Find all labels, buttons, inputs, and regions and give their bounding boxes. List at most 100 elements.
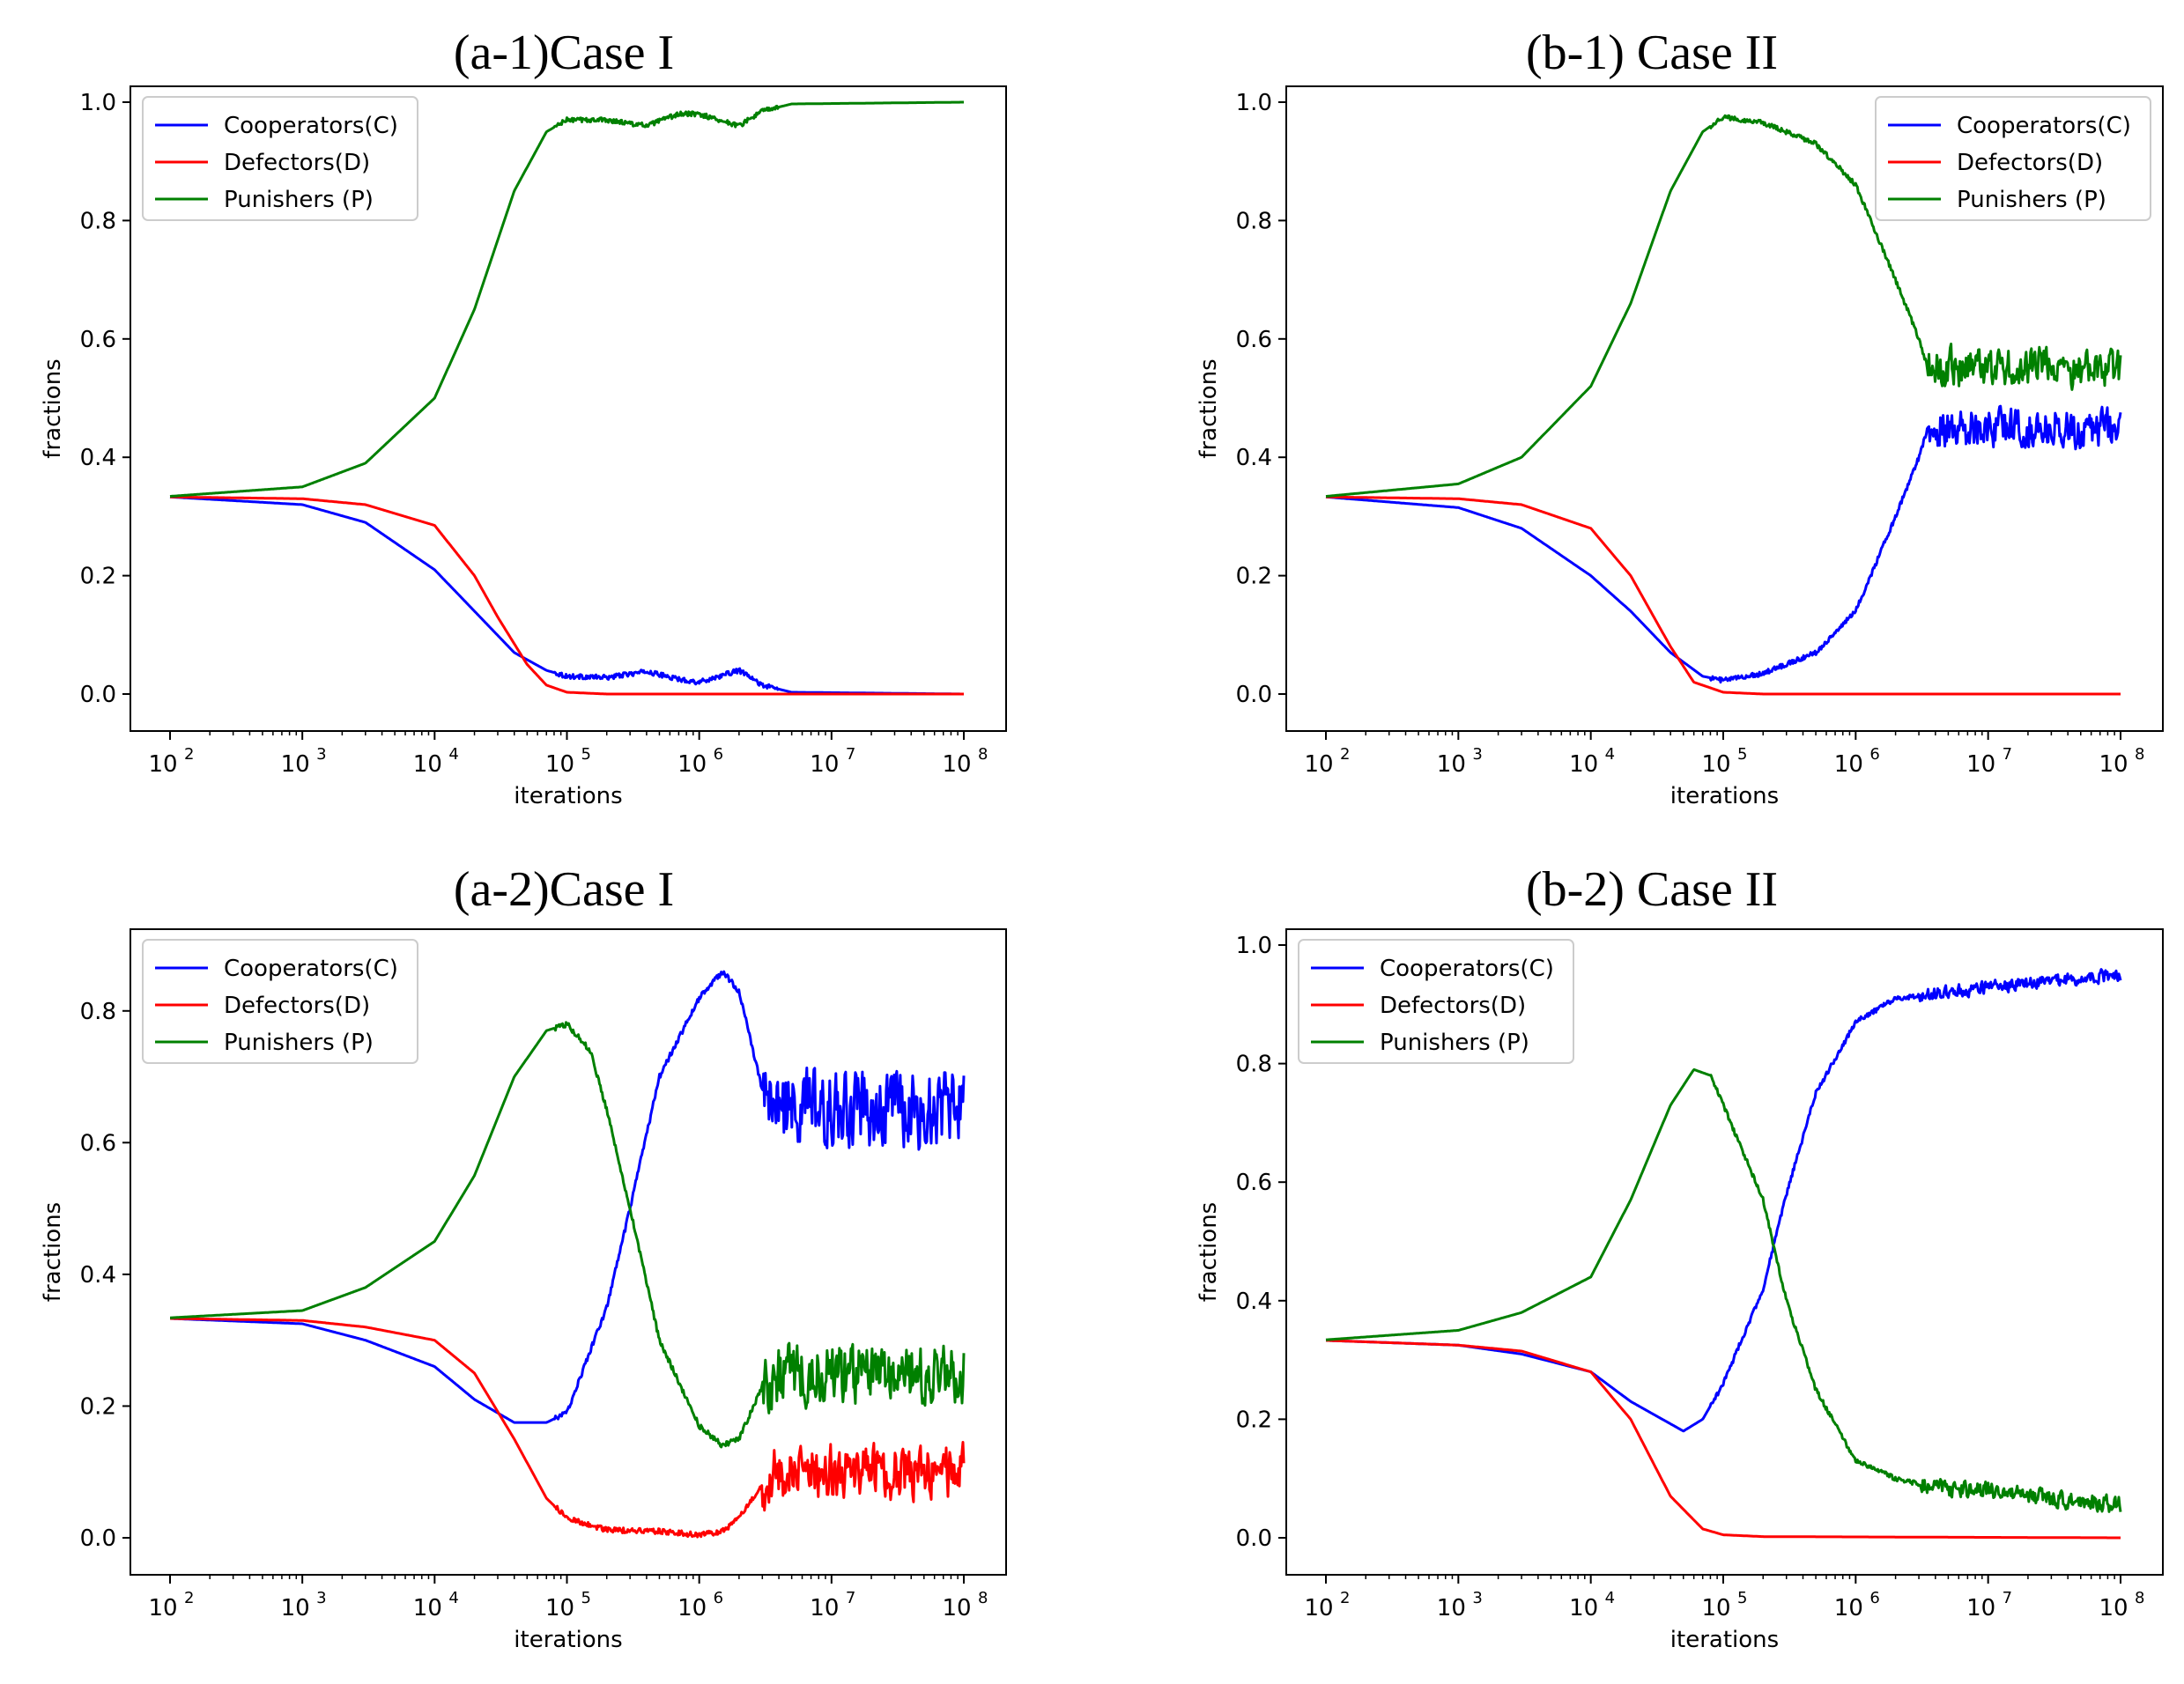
y-axis-label: fractions: [40, 358, 66, 458]
y-tick-label: 0.0: [1236, 682, 1272, 708]
x-tick-exponent: 7: [846, 745, 855, 764]
x-tick-exponent: 2: [184, 745, 194, 764]
x-tick-label: 10: [1834, 751, 1863, 778]
x-tick-exponent: 8: [2135, 745, 2144, 764]
y-tick-label: 0.0: [80, 1525, 116, 1552]
y-tick-label: 0.8: [80, 999, 116, 1025]
x-axis-label: iterations: [514, 783, 622, 809]
x-tick-exponent: 5: [581, 1589, 591, 1607]
y-tick-label: 1.0: [80, 90, 116, 116]
legend-label: Defectors(D): [1957, 150, 2103, 176]
x-tick-label: 10: [2099, 1595, 2128, 1621]
chart-panel-a1: (a-1)Case I 0.0 0.2 0.4 0.6 0.8 1.0 10 2 10 3 10 4 10…: [40, 26, 1007, 809]
plot-frame: [130, 85, 1007, 732]
x-tick-exponent: 3: [1472, 745, 1482, 764]
series-line-punishers: [169, 100, 965, 499]
y-tick-label: 0.6: [80, 1130, 116, 1156]
x-tick-exponent: 4: [448, 745, 458, 764]
y-tick-label: 0.2: [80, 1393, 116, 1420]
series-line-defectors: [169, 1317, 966, 1539]
series-line-punishers: [1325, 1067, 2122, 1513]
y-tick-label: 0.8: [80, 208, 116, 234]
x-tick-label: 10: [810, 1595, 839, 1621]
legend-label: Cooperators(C): [224, 956, 398, 982]
x-tick-exponent: 5: [1737, 1589, 1747, 1607]
x-tick-label: 10: [545, 1595, 574, 1621]
legend: Cooperators(C) Defectors(D) Punishers (P): [1298, 939, 1574, 1064]
y-axis-label: fractions: [40, 1202, 66, 1302]
x-tick-label: 10: [810, 751, 839, 778]
y-tick-label: 0.4: [1236, 1289, 1272, 1315]
chart-title: (b-2) Case II: [1526, 862, 1778, 917]
series-line-cooperators: [169, 495, 965, 696]
plot-frame: [1285, 928, 2164, 1576]
chart-panel-b1: (b-1) Case II 0.0 0.2 0.4 0.6 0.8 1.0 10 2 10 3 10 4…: [1196, 26, 2164, 809]
x-tick-label: 10: [1304, 1595, 1333, 1621]
y-tick-label: 0.8: [1236, 208, 1272, 234]
legend-label: Punishers (P): [1380, 1030, 1529, 1056]
legend-label: Punishers (P): [1957, 187, 2106, 213]
legend: Cooperators(C) Defectors(D) Punishers (P): [142, 939, 418, 1064]
x-tick-exponent: 2: [1340, 745, 1350, 764]
y-tick-label: 1.0: [1236, 933, 1272, 959]
x-tick-label: 10: [1701, 751, 1730, 778]
x-tick-label: 10: [942, 1595, 971, 1621]
x-tick-exponent: 3: [1472, 1589, 1482, 1607]
y-axis-label: fractions: [1196, 1202, 1222, 1302]
y-tick-label: 0.2: [1236, 564, 1272, 590]
y-tick-label: 0.4: [1236, 445, 1272, 471]
legend-label: Punishers (P): [224, 1030, 374, 1056]
x-tick-exponent: 7: [846, 1589, 855, 1607]
legend-label: Cooperators(C): [1957, 113, 2131, 139]
y-tick-label: 0.4: [80, 1262, 116, 1289]
x-tick-exponent: 3: [316, 745, 326, 764]
x-tick-label: 10: [1966, 1595, 1995, 1621]
series-line-defectors: [169, 495, 965, 696]
series-line-punishers: [169, 1021, 966, 1449]
x-tick-exponent: 8: [2135, 1589, 2144, 1607]
x-tick-exponent: 6: [1869, 1589, 1879, 1607]
x-tick-label: 10: [942, 751, 971, 778]
x-tick-label: 10: [2099, 751, 2128, 778]
chart-title: (a-1)Case I: [454, 26, 674, 80]
x-tick-label: 10: [281, 1595, 310, 1621]
legend-label: Defectors(D): [1380, 993, 1526, 1019]
x-tick-exponent: 6: [714, 745, 723, 764]
chart-panel-b2: (b-2) Case II 0.0 0.2 0.4 0.6 0.8 1.0 10 2 10 3 10 4…: [1196, 862, 2164, 1653]
legend-label: Cooperators(C): [224, 113, 398, 139]
x-tick-exponent: 8: [978, 745, 988, 764]
y-tick-label: 0.6: [1236, 327, 1272, 353]
y-tick-label: 0.8: [1236, 1052, 1272, 1078]
x-tick-exponent: 4: [1605, 745, 1615, 764]
y-tick-label: 0.0: [80, 682, 116, 708]
series-line-defectors: [1325, 1339, 2121, 1540]
x-tick-label: 10: [148, 1595, 177, 1621]
chart-panel-a2: (a-2)Case I 0.0 0.2 0.4 0.6 0.8 10 2 10 3 10 4 10 5 10…: [40, 862, 1007, 1653]
legend-label: Cooperators(C): [1380, 956, 1554, 982]
x-tick-exponent: 2: [1340, 1589, 1350, 1607]
x-tick-label: 10: [1701, 1595, 1730, 1621]
x-tick-exponent: 6: [714, 1589, 723, 1607]
x-tick-label: 10: [413, 751, 442, 778]
legend-frame: [1875, 96, 2151, 221]
x-tick-label: 10: [677, 1595, 707, 1621]
series-line-punishers: [1325, 114, 2122, 499]
plot-frame: [1285, 85, 2164, 732]
legend-label: Defectors(D): [224, 993, 370, 1019]
x-tick-label: 10: [148, 751, 177, 778]
x-tick-label: 10: [1569, 1595, 1598, 1621]
x-tick-exponent: 6: [1869, 745, 1879, 764]
x-tick-label: 10: [1304, 751, 1333, 778]
series-line-defectors: [1325, 495, 2121, 696]
x-tick-exponent: 2: [184, 1589, 194, 1607]
y-tick-label: 0.6: [1236, 1170, 1272, 1196]
x-axis-label: iterations: [1670, 783, 1779, 809]
y-tick-label: 1.0: [1236, 90, 1272, 116]
x-tick-exponent: 7: [2003, 1589, 2012, 1607]
legend-frame: [142, 96, 418, 221]
legend-label: Defectors(D): [224, 150, 370, 176]
y-tick-label: 0.2: [80, 564, 116, 590]
x-tick-label: 10: [545, 751, 574, 778]
x-tick-label: 10: [1966, 751, 1995, 778]
x-tick-exponent: 7: [2003, 745, 2012, 764]
